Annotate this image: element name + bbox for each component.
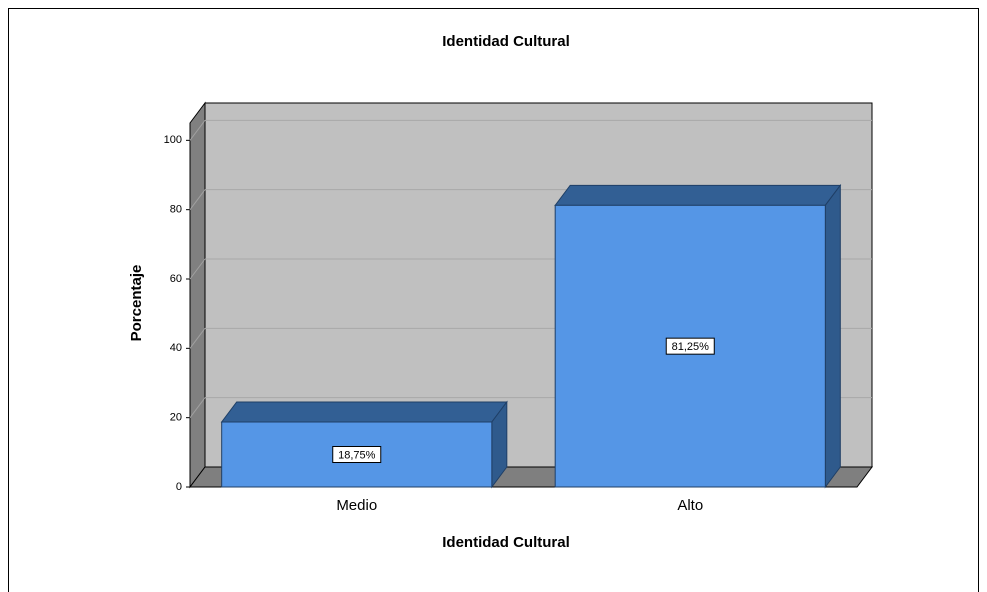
x-axis-label: Identidad Cultural [442,534,570,551]
y-tick-label: 80 [170,204,182,216]
chart-title: Identidad Cultural [442,33,570,50]
grid-line [189,328,206,349]
value-label-box [332,446,382,463]
side-wall [189,101,206,489]
y-tick-label: 60 [170,273,182,285]
value-label-box [665,337,715,355]
bar-top [554,184,842,206]
grid-line [189,397,206,418]
value-label: 81,25% [672,341,710,353]
grid-line [189,258,206,280]
x-tick-label: Medio [336,497,377,514]
bar-top [220,401,508,423]
y-tick-label: 0 [176,481,182,493]
grid-line [189,189,206,210]
grid-line [189,120,206,141]
y-tick-label: 40 [170,342,182,354]
y-axis-label: Porcentaje [128,265,145,342]
y-tick-label: 100 [164,134,182,146]
x-tick-label: Alto [677,497,703,514]
value-label: 18,75% [338,449,376,461]
y-tick-label: 20 [170,412,182,424]
bar-side [824,183,841,489]
